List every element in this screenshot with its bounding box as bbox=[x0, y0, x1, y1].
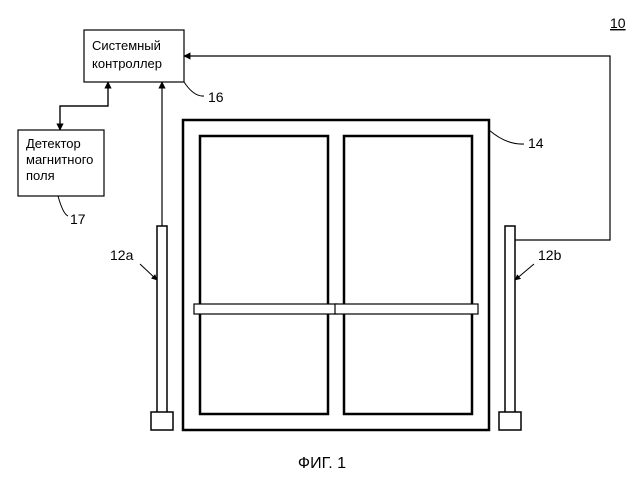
controller-block: Системный контроллер bbox=[84, 30, 184, 82]
antenna-right bbox=[499, 226, 521, 430]
controller-label-1: Системный bbox=[92, 38, 161, 53]
ref-14: 14 bbox=[528, 135, 544, 151]
leader-12b bbox=[515, 264, 534, 280]
leader-16 bbox=[184, 82, 204, 96]
ref-12b: 12b bbox=[538, 247, 562, 263]
detector-label-2: магнитного bbox=[26, 152, 93, 167]
detector-block: Детектор магнитного поля bbox=[18, 130, 104, 196]
diagram-canvas: 10 Системный контроллер 16 Детектор магн… bbox=[0, 0, 644, 500]
detector-label-1: Детектор bbox=[26, 136, 81, 151]
ref-16: 16 bbox=[208, 89, 224, 105]
leader-12a bbox=[140, 264, 157, 280]
ref-17: 17 bbox=[70, 211, 86, 227]
leader-17 bbox=[58, 196, 68, 216]
ref-12a: 12a bbox=[110, 247, 134, 263]
system-ref-label: 10 bbox=[610, 15, 626, 31]
figure-label: ФИГ. 1 bbox=[298, 455, 346, 472]
controller-label-2: контроллер bbox=[92, 56, 162, 71]
detector-label-3: поля bbox=[26, 168, 55, 183]
leader-14 bbox=[489, 130, 524, 144]
antenna-left bbox=[151, 226, 173, 430]
wire-detector-to-controller bbox=[60, 82, 108, 130]
doors bbox=[183, 120, 489, 430]
